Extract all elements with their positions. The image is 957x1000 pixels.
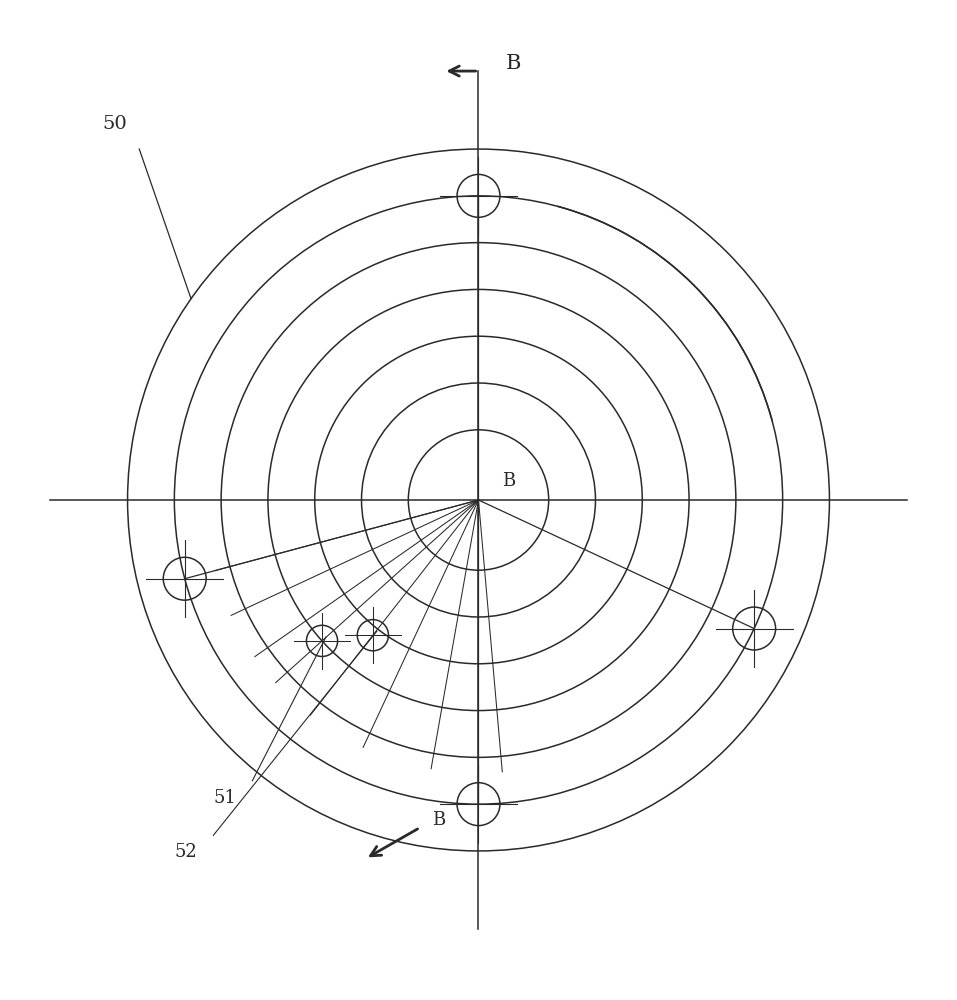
Text: B: B [501, 472, 515, 490]
Text: B: B [506, 54, 522, 73]
Text: 50: 50 [102, 115, 127, 133]
Text: 51: 51 [213, 789, 236, 807]
Text: 52: 52 [175, 843, 198, 861]
Text: B: B [432, 811, 445, 829]
